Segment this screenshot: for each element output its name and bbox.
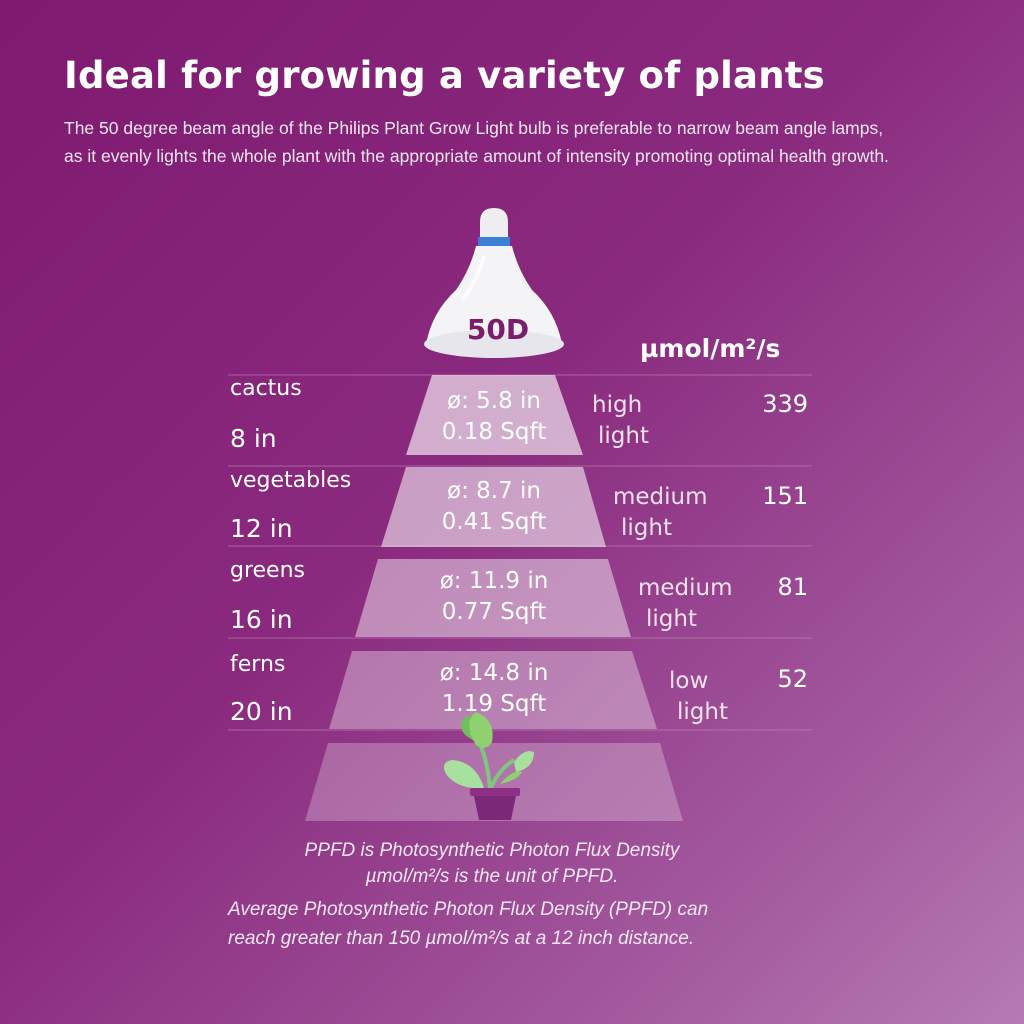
- plant-pot-icon: [444, 712, 534, 820]
- beam-bands: [305, 375, 683, 821]
- light-level-suffix: light: [646, 606, 697, 632]
- light-level: low light: [669, 666, 728, 728]
- beam-coverage: ø: 5.8 in 0.18 Sqft: [384, 386, 604, 448]
- plant-distance: 12 in: [230, 514, 293, 543]
- plant-distance: 20 in: [230, 697, 293, 726]
- beam-diameter: ø: 5.8 in: [447, 388, 541, 414]
- ppfd-value: 52: [777, 665, 808, 693]
- page-title: Ideal for growing a variety of plants: [64, 54, 825, 97]
- beam-coverage: ø: 11.9 in 0.77 Sqft: [384, 566, 604, 628]
- light-level: high light: [592, 390, 649, 452]
- beam-area: 0.41 Sqft: [441, 509, 547, 535]
- beam-band-4: [329, 651, 657, 729]
- beam-diameter: ø: 8.7 in: [447, 478, 541, 504]
- ppfd-value: 151: [762, 482, 808, 510]
- plant-name: vegetables: [230, 468, 352, 493]
- lamp-bulb-icon: [424, 208, 564, 358]
- footnote-average-line-1: Average Photosynthetic Photon Flux Densi…: [228, 899, 709, 920]
- subtitle-line-2: as it evenly lights the whole plant with…: [64, 146, 889, 166]
- light-level-suffix: light: [598, 423, 649, 449]
- beam-band-1: [406, 375, 583, 455]
- light-level-word: medium: [638, 575, 733, 601]
- beam-angle-label: 50D: [466, 313, 530, 346]
- beam-area: 0.77 Sqft: [441, 599, 547, 625]
- beam-band-2: [381, 467, 606, 547]
- light-level-word: low: [669, 668, 709, 694]
- light-level-word: medium: [613, 484, 708, 510]
- footnote-average-line-2: reach greater than 150 µmol/m²/s at a 12…: [228, 928, 695, 949]
- beam-area: 0.18 Sqft: [441, 419, 547, 445]
- light-level-suffix: light: [677, 699, 728, 725]
- ppfd-unit-header: µmol/m²/s: [640, 334, 781, 363]
- beam-band-3: [355, 559, 631, 637]
- plant-name: cactus: [230, 376, 302, 401]
- footnote-unit-definition: µmol/m²/s is the unit of PPFD.: [365, 866, 619, 887]
- beam-diameter: ø: 11.9 in: [439, 568, 549, 594]
- beam-diameter: ø: 14.8 in: [439, 660, 549, 686]
- light-level: medium light: [613, 482, 708, 544]
- footnote-ppfd-definition: PPFD is Photosynthetic Photon Flux Densi…: [304, 840, 680, 861]
- light-level-suffix: light: [621, 515, 672, 541]
- beam-coverage: ø: 8.7 in 0.41 Sqft: [384, 476, 604, 538]
- page-subtitle: The 50 degree beam angle of the Philips …: [64, 114, 994, 170]
- plant-distance: 16 in: [230, 605, 293, 634]
- beam-area: 1.19 Sqft: [441, 691, 547, 717]
- plant-distance: 8 in: [230, 424, 277, 453]
- plant-name: greens: [230, 558, 306, 583]
- ppfd-value: 339: [762, 390, 808, 418]
- plant-name: ferns: [230, 652, 286, 677]
- light-level-word: high: [592, 392, 643, 418]
- beam-coverage: ø: 14.8 in 1.19 Sqft: [384, 658, 604, 720]
- light-level: medium light: [638, 573, 733, 635]
- subtitle-line-1: The 50 degree beam angle of the Philips …: [64, 118, 884, 138]
- ppfd-value: 81: [777, 573, 808, 601]
